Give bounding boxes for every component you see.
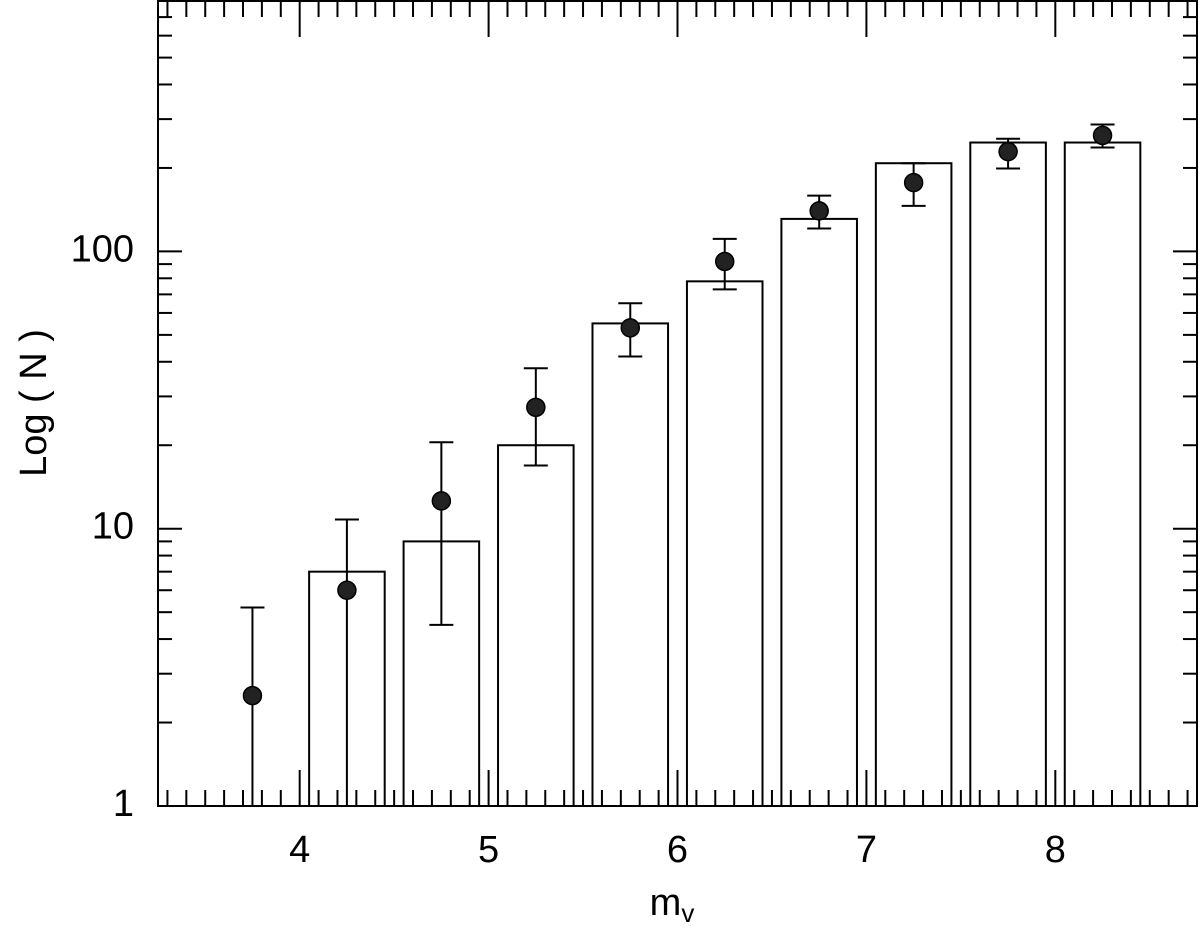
bar	[497, 444, 575, 807]
x-tick-label: 7	[856, 829, 877, 871]
x-axis-label: mv	[650, 882, 695, 924]
point	[1092, 125, 1113, 146]
y-tick-label: 1	[113, 783, 134, 825]
x-tick-label: 5	[478, 829, 499, 871]
x-tick-label: 4	[289, 829, 310, 871]
point	[242, 685, 263, 706]
bar	[969, 141, 1047, 807]
point	[620, 318, 641, 338]
point	[337, 580, 357, 600]
bar	[874, 162, 953, 807]
bar	[1063, 141, 1142, 807]
point	[809, 201, 829, 221]
x-axis-label-sub: v	[681, 898, 694, 924]
y-tick-label: 100	[71, 228, 134, 270]
point	[998, 141, 1018, 162]
bar	[591, 322, 670, 807]
x-tick-label: 8	[1045, 829, 1066, 871]
point	[526, 397, 546, 418]
x-tick-label: 6	[667, 829, 688, 871]
bar	[780, 217, 858, 807]
x-axis-label-main: m	[650, 882, 682, 924]
y-tick-label: 10	[92, 506, 134, 548]
point	[903, 172, 924, 193]
point	[431, 491, 452, 511]
point	[714, 251, 735, 272]
y-axis-label: Log ( N )	[13, 329, 55, 477]
bar	[685, 280, 764, 807]
